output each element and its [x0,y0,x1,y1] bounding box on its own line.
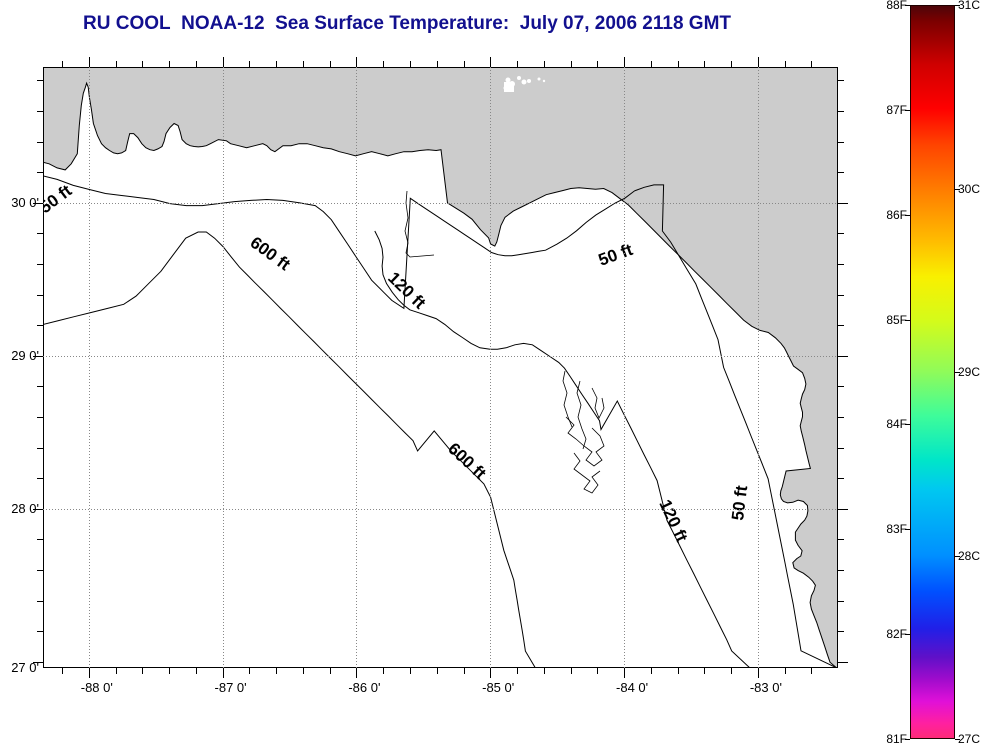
svg-text:50 ft: 50 ft [728,484,751,521]
svg-text:600 ft: 600 ft [444,439,490,483]
svg-text:120 ft: 120 ft [655,497,691,546]
svg-text:50 ft: 50 ft [596,240,636,270]
svg-text:50 ft: 50 ft [44,181,76,217]
svg-text:600 ft: 600 ft [247,233,294,275]
